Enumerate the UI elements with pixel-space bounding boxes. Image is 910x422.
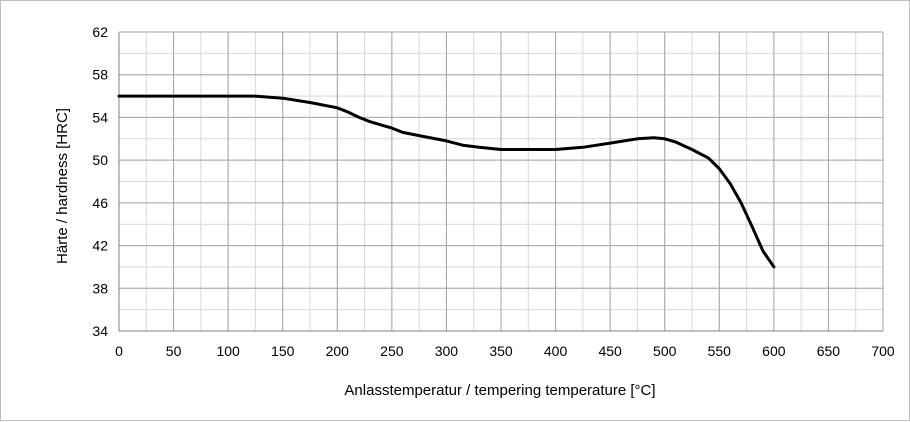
y-tick-label: 50 [92, 152, 108, 168]
y-tick-label: 38 [92, 280, 108, 296]
x-axis-title: Anlasstemperatur / tempering temperature… [344, 382, 655, 399]
y-axis-title: Härte / hardness [HRC] [54, 108, 71, 264]
x-tick-label: 500 [653, 343, 677, 359]
x-tick-label: 350 [489, 343, 513, 359]
x-tick-labels: 0 50 100 150 200 250 300 350 400 450 500 550 600 650 7… [115, 343, 895, 359]
x-tick-label: 100 [216, 343, 240, 359]
y-tick-label: 42 [92, 238, 108, 254]
x-tick-label: 200 [326, 343, 350, 359]
hardness-curve-line [117, 94, 776, 269]
x-tick-label: 600 [762, 343, 786, 359]
line-series [117, 94, 776, 269]
x-tick-label: 50 [166, 343, 182, 359]
x-tick-label: 550 [708, 343, 732, 359]
x-tick-label: 700 [871, 343, 895, 359]
x-tick-label: 450 [598, 343, 622, 359]
y-tick-label: 58 [92, 67, 108, 83]
y-tick-label: 34 [92, 323, 108, 339]
y-tick-labels: 34 38 42 46 50 54 58 62 [92, 24, 108, 339]
x-tick-label: 400 [544, 343, 568, 359]
x-tick-label: 150 [271, 343, 295, 359]
grid [118, 31, 884, 332]
x-tick-label: 250 [380, 343, 404, 359]
axes [118, 32, 883, 332]
y-tick-label: 46 [92, 195, 108, 211]
y-tick-label: 54 [92, 109, 108, 125]
x-tick-label: 0 [115, 343, 123, 359]
x-tick-label: 300 [435, 343, 459, 359]
x-tick-label: 650 [817, 343, 841, 359]
y-tick-label: 62 [92, 24, 108, 40]
